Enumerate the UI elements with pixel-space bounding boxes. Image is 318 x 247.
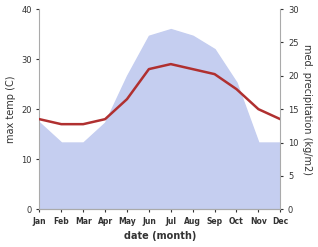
X-axis label: date (month): date (month) [124,231,196,242]
Y-axis label: max temp (C): max temp (C) [5,75,16,143]
Y-axis label: med. precipitation (kg/m2): med. precipitation (kg/m2) [302,44,313,175]
